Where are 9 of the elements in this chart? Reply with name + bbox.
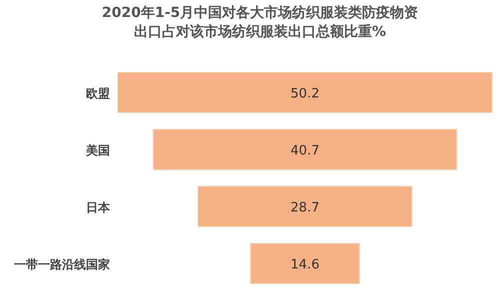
category-label: 一带一路沿线国家 [14,258,110,272]
data-label: 40.7 [290,144,320,158]
category-label: 日本 [86,200,111,214]
data-label: 50.2 [290,86,320,102]
category-label: 美国 [85,144,110,158]
text: 2020年1-5月中国对各大市场纺织服装类防疫物资出口占对该市场纺织服装出口总额比重% [100,4,420,42]
data-label: 28.7 [290,200,320,216]
data-label: 14.6 [290,258,320,272]
category-label: 欧盟 [86,86,110,100]
